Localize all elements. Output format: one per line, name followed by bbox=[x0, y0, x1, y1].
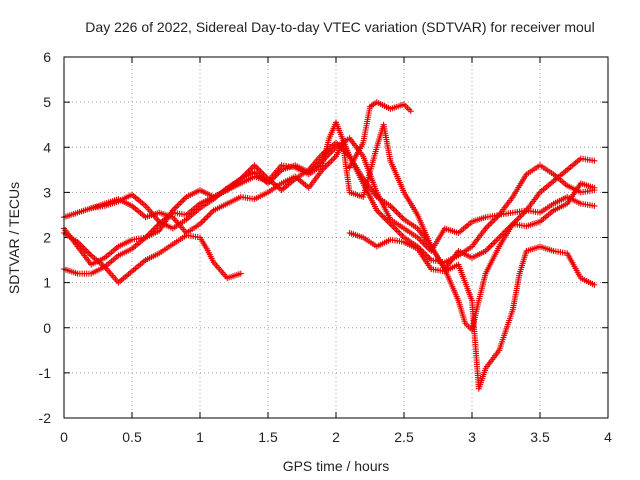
data-point bbox=[407, 108, 414, 115]
data-point bbox=[517, 213, 524, 220]
y-tick-label: 5 bbox=[43, 94, 51, 110]
series-track-7 bbox=[346, 229, 598, 392]
data-point bbox=[171, 205, 178, 212]
x-tick-label: 4 bbox=[604, 429, 612, 445]
data-point bbox=[325, 160, 332, 167]
data-point bbox=[394, 210, 401, 217]
data-point bbox=[488, 242, 495, 249]
data-point bbox=[174, 202, 181, 209]
data-point bbox=[490, 217, 497, 224]
x-tick-label: 1 bbox=[196, 429, 204, 445]
y-tick-label: -2 bbox=[39, 410, 52, 426]
data-point bbox=[416, 236, 423, 243]
data-point bbox=[391, 225, 398, 232]
x-tick-label: 3 bbox=[468, 429, 476, 445]
y-tick-label: 6 bbox=[43, 49, 51, 65]
data-point bbox=[512, 217, 519, 224]
data-point bbox=[515, 214, 522, 221]
data-point bbox=[396, 229, 403, 236]
data-point bbox=[207, 210, 214, 217]
data-point bbox=[378, 211, 385, 218]
data-point bbox=[178, 198, 185, 205]
data-point bbox=[591, 157, 598, 164]
data-point bbox=[490, 240, 497, 247]
y-axis-label: SDTVAR / TECUs bbox=[6, 182, 22, 294]
data-point bbox=[248, 165, 255, 172]
data-point bbox=[203, 214, 210, 221]
y-tick-label: 2 bbox=[43, 230, 51, 246]
y-tick-label: 4 bbox=[43, 139, 51, 155]
data-point bbox=[493, 237, 500, 244]
series-track-3 bbox=[61, 232, 244, 286]
data-point bbox=[175, 201, 182, 208]
data-point bbox=[200, 217, 207, 224]
data-point bbox=[591, 281, 598, 288]
x-tick-label: 1.5 bbox=[258, 429, 278, 445]
data-point bbox=[204, 213, 211, 220]
data-point bbox=[390, 205, 397, 212]
data-point bbox=[376, 210, 383, 217]
x-tick-label: 2 bbox=[332, 429, 340, 445]
data-point bbox=[521, 208, 528, 215]
data-point bbox=[198, 219, 205, 226]
x-tick-label: 3.5 bbox=[530, 429, 550, 445]
series-track-5 bbox=[88, 121, 598, 334]
data-point bbox=[488, 219, 495, 226]
data-point bbox=[591, 202, 598, 209]
data-point bbox=[394, 228, 401, 235]
data-point bbox=[391, 207, 398, 214]
data-point bbox=[484, 223, 491, 230]
chart-title: Day 226 of 2022, Sidereal Day-to-day VTE… bbox=[85, 19, 594, 35]
data-point bbox=[254, 165, 261, 172]
data-point bbox=[379, 213, 386, 220]
x-tick-label: 0.5 bbox=[122, 429, 142, 445]
data-point bbox=[201, 216, 208, 223]
series-track-2 bbox=[61, 119, 598, 273]
data-point bbox=[396, 211, 403, 218]
data-point bbox=[388, 204, 395, 211]
y-tick-label: -1 bbox=[39, 365, 52, 381]
data-point bbox=[206, 211, 213, 218]
data-point bbox=[237, 270, 244, 277]
data-point bbox=[329, 156, 336, 163]
series-track-1 bbox=[61, 139, 598, 266]
series-track-4 bbox=[61, 135, 598, 270]
data-point bbox=[172, 204, 179, 211]
x-axis-label: GPS time / hours bbox=[283, 458, 390, 474]
data-point bbox=[328, 157, 335, 164]
data-point bbox=[177, 199, 184, 206]
data-point bbox=[86, 251, 93, 258]
data-point bbox=[591, 184, 598, 191]
data-point bbox=[393, 226, 400, 233]
plot-frame bbox=[63, 56, 609, 419]
data-point bbox=[496, 234, 503, 241]
data-point bbox=[251, 162, 258, 169]
data-point bbox=[397, 213, 404, 220]
x-tick-labels: 0 0.5 1 1.5 2 2.5 3 3.5 4 bbox=[60, 429, 612, 445]
y-tick-labels: -2 -1 0 1 2 3 4 5 6 bbox=[39, 49, 52, 426]
data-markers bbox=[61, 99, 598, 392]
data-point bbox=[252, 163, 259, 170]
data-point bbox=[399, 214, 406, 221]
data-point bbox=[326, 159, 333, 166]
data-point bbox=[487, 243, 494, 250]
data-point bbox=[180, 196, 187, 203]
series-track-6 bbox=[346, 99, 414, 171]
data-point bbox=[485, 245, 492, 252]
data-point bbox=[399, 232, 406, 239]
data-point bbox=[491, 239, 498, 246]
x-tick-label: 2.5 bbox=[394, 429, 414, 445]
y-tick-label: 1 bbox=[43, 275, 51, 291]
x-tick-label: 0 bbox=[60, 429, 68, 445]
data-point bbox=[397, 231, 404, 238]
data-point bbox=[393, 208, 400, 215]
data-point bbox=[76, 240, 83, 247]
data-point bbox=[485, 222, 492, 229]
y-tick-label: 3 bbox=[43, 184, 51, 200]
y-tick-label: 0 bbox=[43, 320, 51, 336]
data-point bbox=[487, 220, 494, 227]
